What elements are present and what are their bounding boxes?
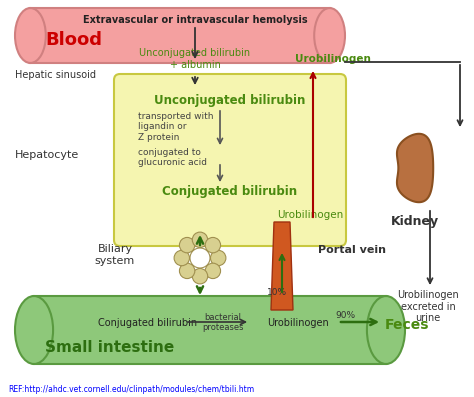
Text: Feces: Feces	[385, 318, 429, 332]
Ellipse shape	[192, 268, 208, 284]
Text: Conjugated bilirubin: Conjugated bilirubin	[163, 185, 298, 198]
Ellipse shape	[205, 237, 220, 253]
Text: Urobilinogen: Urobilinogen	[267, 318, 329, 328]
Polygon shape	[397, 134, 433, 202]
Text: Urobilinogen: Urobilinogen	[277, 210, 343, 220]
Ellipse shape	[210, 250, 226, 266]
Text: Small intestine: Small intestine	[45, 339, 174, 355]
Text: Hepatic sinusoid: Hepatic sinusoid	[15, 70, 96, 80]
Text: Biliary
system: Biliary system	[95, 244, 135, 266]
Ellipse shape	[190, 248, 210, 268]
Text: bacterial
proteases: bacterial proteases	[202, 313, 244, 332]
Text: Blood: Blood	[45, 31, 102, 49]
Text: Hepatocyte: Hepatocyte	[15, 150, 79, 160]
Ellipse shape	[180, 237, 195, 253]
Text: Conjugated bilirubin: Conjugated bilirubin	[99, 318, 198, 328]
Ellipse shape	[174, 250, 190, 266]
Text: Urobilinogen
excreted in
urine: Urobilinogen excreted in urine	[397, 290, 459, 323]
Text: Unconjugated bilirubin: Unconjugated bilirubin	[155, 94, 306, 107]
Text: 10%: 10%	[267, 288, 287, 297]
Bar	[34, 296, 386, 364]
Bar	[30, 8, 329, 63]
Ellipse shape	[180, 263, 195, 279]
Ellipse shape	[314, 8, 345, 63]
Text: Unconjugated bilirubin
+ albumin: Unconjugated bilirubin + albumin	[139, 48, 251, 69]
Text: Extravascular or intravascular hemolysis: Extravascular or intravascular hemolysis	[82, 15, 307, 25]
Text: Kidney: Kidney	[391, 215, 439, 228]
Ellipse shape	[205, 263, 220, 279]
Text: 90%: 90%	[335, 311, 355, 320]
Ellipse shape	[192, 232, 208, 247]
Text: Portal vein: Portal vein	[318, 245, 386, 255]
Ellipse shape	[15, 8, 46, 63]
Text: Urobilinogen: Urobilinogen	[295, 54, 371, 64]
Text: REF:http://ahdc.vet.cornell.edu/clinpath/modules/chem/tbili.htm: REF:http://ahdc.vet.cornell.edu/clinpath…	[8, 385, 254, 394]
Text: transported with
ligandin or
Z protein: transported with ligandin or Z protein	[138, 112, 213, 142]
Text: conjugated to
glucuronic acid: conjugated to glucuronic acid	[138, 148, 207, 168]
FancyBboxPatch shape	[114, 74, 346, 246]
Ellipse shape	[15, 296, 53, 364]
Ellipse shape	[367, 296, 405, 364]
Polygon shape	[271, 222, 293, 310]
